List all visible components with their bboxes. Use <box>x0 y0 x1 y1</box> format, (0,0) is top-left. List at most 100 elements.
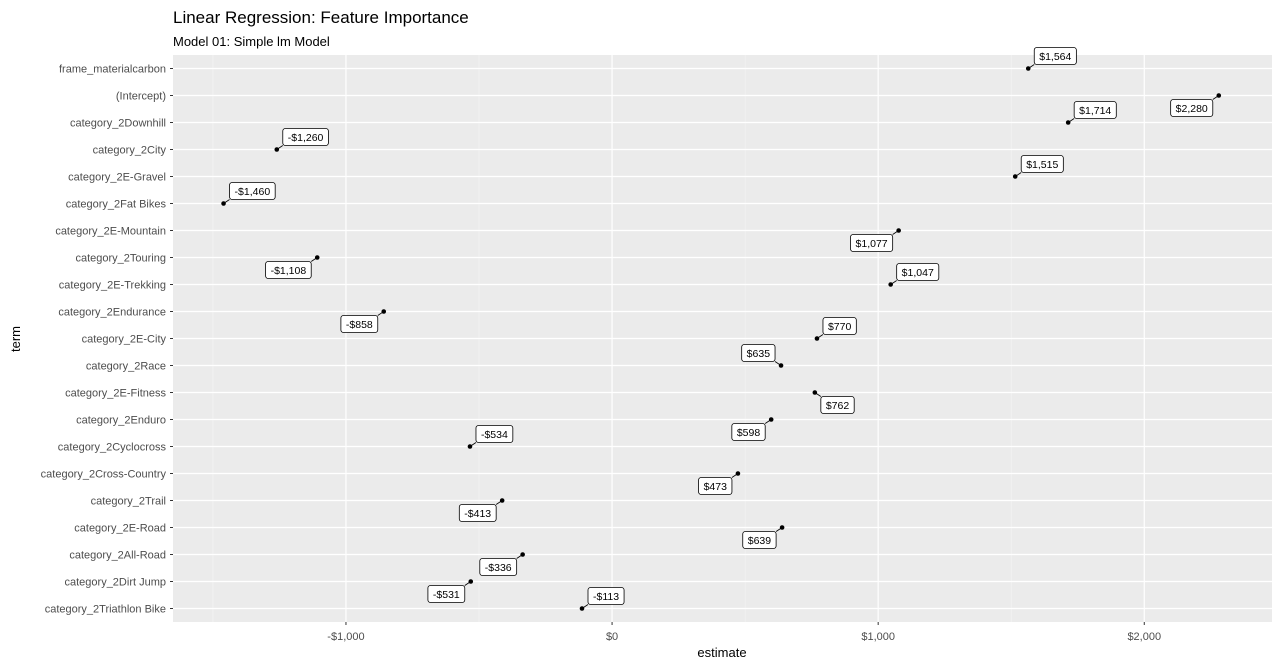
data-point <box>499 498 505 503</box>
y-tick-label: category_2E-City <box>82 334 167 346</box>
data-label-box <box>340 315 379 333</box>
data-label-box <box>229 182 276 200</box>
data-label-text: $762 <box>826 400 850 412</box>
y-tick-label: category_2Fat Bikes <box>66 199 167 211</box>
data-label-text: $639 <box>748 535 772 547</box>
y-axis-title: term <box>8 326 23 352</box>
data-point-group: $1,564 <box>1025 47 1077 71</box>
data-label: -$1,460 <box>229 182 276 200</box>
x-axis: -$1,000 $0 $1,000 $2,000 <box>327 622 1161 643</box>
data-point <box>467 444 473 449</box>
data-label-box <box>742 531 777 549</box>
data-label: $598 <box>731 423 766 441</box>
data-label: $635 <box>741 344 776 362</box>
data-label-box <box>265 261 312 279</box>
data-label: $1,047 <box>896 263 940 281</box>
data-point-group: $1,714 <box>1065 101 1117 125</box>
data-label-box <box>282 128 329 146</box>
data-label: $2,280 <box>1170 99 1214 117</box>
data-point <box>1025 66 1031 71</box>
data-label: $473 <box>698 477 733 495</box>
data-point <box>778 363 784 368</box>
y-tick-label: category_2Cyclocross <box>58 442 167 454</box>
y-tick-label: category_2Downhill <box>70 118 166 130</box>
data-label: -$413 <box>458 504 497 522</box>
y-tick-label: category_2E-Trekking <box>59 280 166 292</box>
y-tick-label: (Intercept) <box>116 91 166 103</box>
data-point <box>1065 120 1071 125</box>
x-tick-label: $0 <box>606 631 618 643</box>
data-point-group: -$1,460 <box>221 182 276 206</box>
data-label-text: $1,564 <box>1039 51 1071 63</box>
y-axis: frame_materialcarbon (Intercept) category_… <box>41 64 173 616</box>
data-point <box>520 552 525 557</box>
data-point-group: -$1,108 <box>265 255 320 279</box>
data-label-text: $473 <box>704 481 728 493</box>
data-point <box>314 255 320 260</box>
y-tick-label: frame_materialcarbon <box>59 64 166 76</box>
data-point <box>888 282 893 287</box>
data-label-box <box>479 558 518 576</box>
data-label: -$336 <box>479 558 518 576</box>
data-points: $1,564 $2,280 $1,714 -$1,260 $1,515 -$1,460 $1… <box>221 47 1222 611</box>
data-label: $639 <box>742 531 777 549</box>
x-tick-label: $2,000 <box>1127 631 1161 643</box>
data-label: $762 <box>820 396 855 414</box>
data-label-box <box>850 234 894 252</box>
y-tick-label: category_2All-Road <box>69 550 166 562</box>
chart-subtitle: Model 01: Simple lm Model <box>173 34 330 49</box>
x-tick-label: $1,000 <box>861 631 895 643</box>
y-tick-label: category_2E-Mountain <box>55 226 166 238</box>
data-label: $1,714 <box>1073 101 1117 119</box>
data-point <box>1012 174 1018 179</box>
data-label-text: $2,280 <box>1176 103 1208 115</box>
data-point <box>812 390 818 395</box>
data-point-group: $598 <box>731 417 774 441</box>
data-label-box <box>741 344 776 362</box>
data-label: -$1,108 <box>265 261 312 279</box>
data-point <box>221 201 226 206</box>
data-label: -$534 <box>475 425 514 443</box>
data-label-box <box>1033 47 1077 65</box>
y-tick-label: category_2Endurance <box>58 307 166 319</box>
data-label-text: -$531 <box>433 589 460 601</box>
y-tick-label: category_2Dirt Jump <box>65 577 167 589</box>
data-point-group: $762 <box>812 390 855 414</box>
data-label-box <box>820 396 855 414</box>
data-point-group: $1,077 <box>850 228 901 252</box>
y-tick-label: category_2Race <box>86 361 166 373</box>
data-label: $1,564 <box>1033 47 1077 65</box>
data-label-box <box>896 263 940 281</box>
x-tick-label: -$1,000 <box>327 631 364 643</box>
y-tick-label: category_2Triathlon Bike <box>45 604 166 616</box>
data-label: $770 <box>822 317 857 335</box>
data-label-text: -$534 <box>481 429 508 441</box>
data-point <box>468 579 474 584</box>
y-tick-label: category_2Cross-Country <box>41 469 167 481</box>
data-label-text: $635 <box>747 348 771 360</box>
data-label: $1,515 <box>1020 155 1064 173</box>
y-tick-label: category_2Trail <box>91 496 166 508</box>
y-tick-label: category_2City <box>93 145 167 157</box>
data-label-box <box>475 425 514 443</box>
y-tick-label: category_2Touring <box>75 253 166 265</box>
data-label-box <box>1073 101 1117 119</box>
data-point-group: $635 <box>741 344 784 368</box>
y-tick-label: category_2E-Road <box>74 523 166 535</box>
data-point <box>768 417 774 422</box>
data-label-text: $1,077 <box>856 238 888 250</box>
data-label-box <box>587 587 625 605</box>
data-label-text: -$858 <box>346 319 373 331</box>
data-label-box <box>1020 155 1064 173</box>
data-label: -$113 <box>587 587 625 605</box>
data-label-box <box>427 585 466 603</box>
data-point-group: $1,515 <box>1012 155 1064 179</box>
data-label-box <box>458 504 497 522</box>
data-point-group: $1,047 <box>888 263 940 287</box>
data-label-text: $598 <box>737 427 761 439</box>
data-point-group: -$534 <box>467 425 514 449</box>
data-point-group: $2,280 <box>1170 93 1222 117</box>
x-axis-title: estimate <box>697 645 746 660</box>
data-point <box>381 309 387 314</box>
